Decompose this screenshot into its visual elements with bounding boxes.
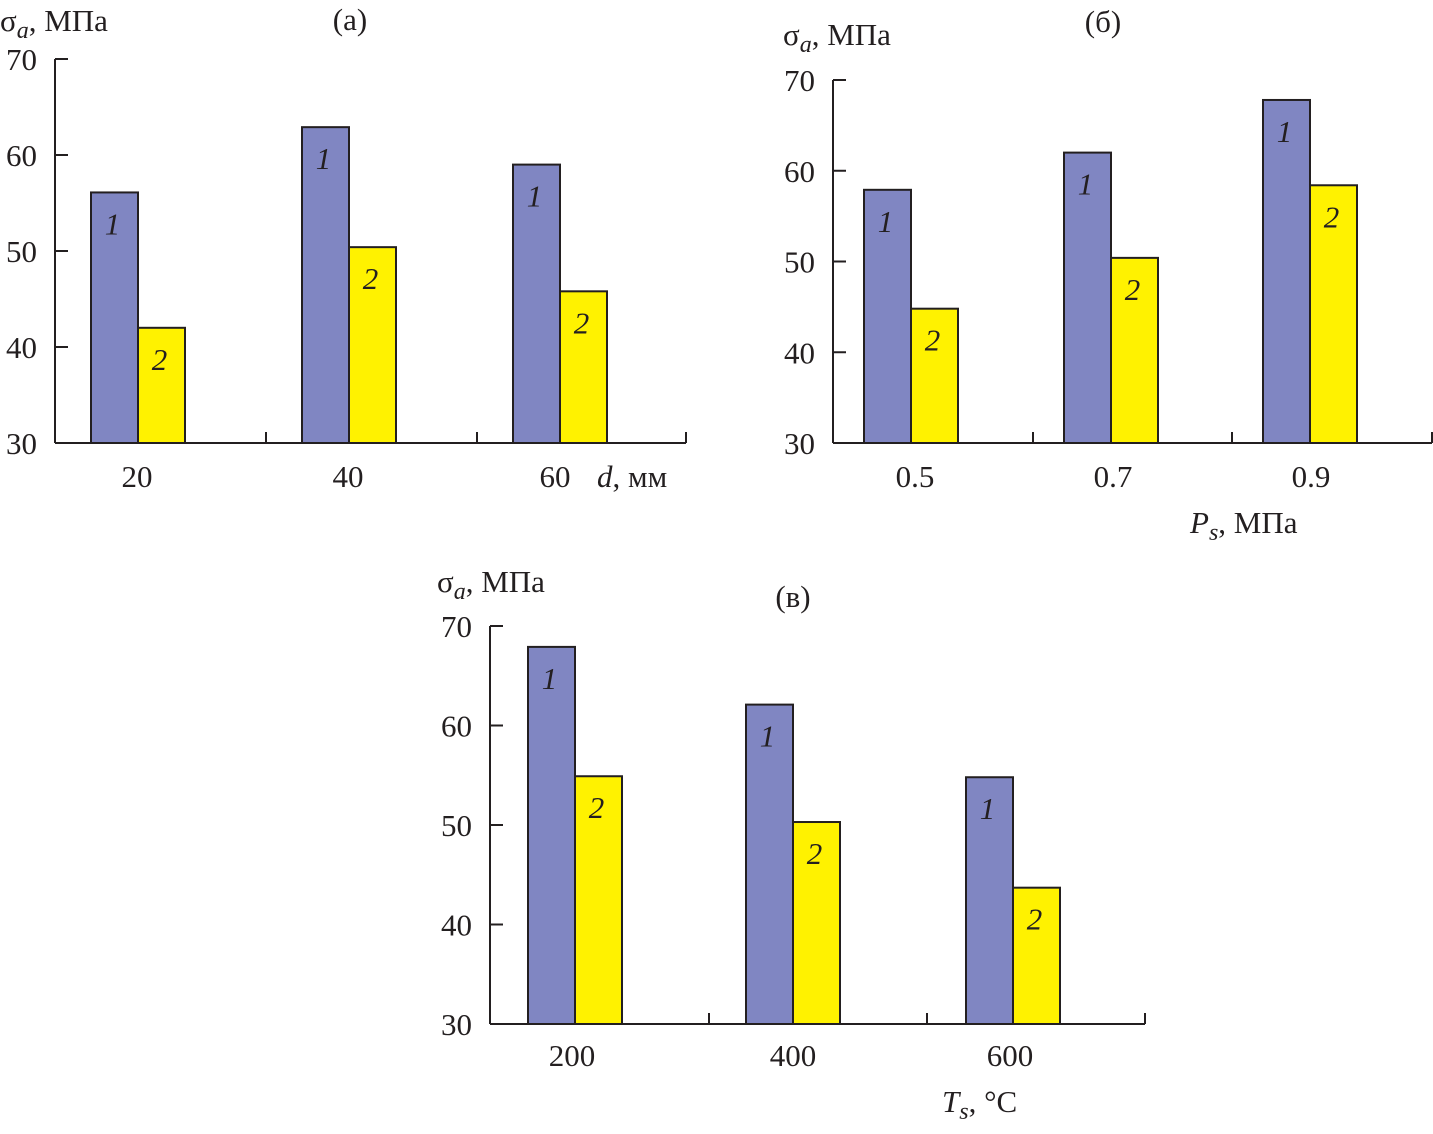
- bar-label: 2: [574, 305, 590, 340]
- x-tick-label: 400: [770, 1038, 817, 1073]
- bar-label: 2: [1324, 199, 1340, 234]
- bar-series2-200: [574, 775, 623, 1025]
- y-tick-label: 30: [784, 426, 815, 461]
- bar-label: 1: [1078, 167, 1094, 202]
- x-tick-label: 600: [987, 1038, 1034, 1073]
- y-tick-label: 50: [441, 808, 472, 843]
- bar-label: 2: [152, 342, 168, 377]
- y-label-main: σ: [0, 3, 17, 38]
- y-label-sub: a: [454, 579, 466, 605]
- y-tick-label: 60: [6, 138, 37, 173]
- y-tick-label: 40: [784, 335, 815, 370]
- bar-label: 1: [878, 204, 894, 239]
- bar-series2-60: [559, 290, 608, 444]
- x-tick-label: 0.9: [1292, 459, 1331, 494]
- x-label-unit: , °C: [969, 1084, 1018, 1119]
- y-axis-label: σa, МПа: [0, 3, 108, 44]
- bar-series2-20: [137, 326, 186, 444]
- y-label-main: σ: [437, 564, 454, 599]
- y-tick-label: 40: [6, 330, 37, 365]
- chart-panel-3: 1 1 1 2 2 2 30 40 50 60 70 200 400 600 (в) σa, МПа Ts, °…: [437, 564, 1146, 1125]
- x-tick-label: 40: [333, 459, 364, 494]
- x-tick-label: 200: [549, 1038, 596, 1073]
- bar-series1-200: [527, 645, 576, 1026]
- panel-label: (б): [1085, 4, 1121, 39]
- y-label-sub: a: [800, 32, 812, 58]
- bar-label: 2: [1027, 902, 1043, 937]
- bar-label: 1: [1277, 114, 1293, 149]
- x-tick-label: 0.7: [1094, 459, 1133, 494]
- y-tick-label: 60: [784, 154, 815, 189]
- y-tick-label: 70: [784, 63, 815, 98]
- bar-label: 2: [363, 261, 379, 296]
- bar-series2-400: [792, 821, 841, 1026]
- y-label-unit: , МПа: [29, 3, 108, 38]
- y-label-unit: , МПа: [466, 564, 545, 599]
- y-tick-label: 70: [441, 609, 472, 644]
- x-axis-label: Ts, °C: [942, 1084, 1017, 1125]
- bar-label: 1: [760, 719, 776, 754]
- bar-label: 2: [589, 790, 605, 825]
- y-tick-label: 30: [441, 1007, 472, 1042]
- y-label-main: σ: [783, 17, 800, 52]
- x-label-main: d: [597, 459, 613, 494]
- bar-series1-40: [301, 126, 350, 444]
- y-tick-label: 60: [441, 709, 472, 744]
- y-axis-label: σa, МПа: [783, 17, 891, 58]
- x-label-main: T: [942, 1084, 962, 1119]
- panel-label: (а): [333, 2, 367, 37]
- x-label-unit: , МПа: [1218, 505, 1297, 540]
- panel-label: (в): [775, 579, 810, 614]
- y-tick-label: 40: [441, 908, 472, 943]
- y-label-sub: a: [17, 18, 29, 44]
- bar-series1-0.5: [863, 188, 912, 444]
- bar-series2-0.5: [910, 307, 959, 444]
- x-label-sub: s: [959, 1099, 968, 1125]
- y-tick-label: 70: [6, 42, 37, 77]
- x-tick-label: 0.5: [896, 459, 935, 494]
- y-tick-label: 50: [6, 234, 37, 269]
- x-label-unit: , мм: [613, 459, 668, 494]
- y-tick-label: 50: [784, 245, 815, 280]
- y-label-unit: , МПа: [812, 17, 891, 52]
- x-axis-label: Ps, МПа: [1189, 505, 1298, 546]
- bar-label: 2: [1125, 272, 1141, 307]
- bar-label: 2: [807, 836, 823, 871]
- bar-series1-600: [965, 776, 1014, 1025]
- bar-label: 1: [980, 791, 996, 826]
- bar-label: 2: [925, 323, 941, 358]
- y-axis-label: σa, МПа: [437, 564, 545, 605]
- x-axis-label: d, мм: [597, 459, 667, 494]
- bar-label: 1: [527, 179, 543, 214]
- y-tick-label: 30: [6, 426, 37, 461]
- bar-label: 1: [105, 206, 121, 241]
- bar-series2-600: [1012, 886, 1061, 1025]
- chart-panel-1: 1 1 1 2 2 2 30 40 50 60 70 20 40 60 (а) σa, МПа d, мм: [0, 2, 687, 494]
- x-label-sub: s: [1209, 520, 1218, 546]
- x-tick-label: 20: [122, 459, 153, 494]
- x-tick-label: 60: [540, 459, 571, 494]
- bar-series1-0.9: [1262, 98, 1311, 444]
- bar-label: 1: [316, 141, 332, 176]
- bar-series1-20: [90, 191, 139, 444]
- x-label-main: P: [1189, 505, 1209, 540]
- bar-label: 1: [542, 661, 558, 696]
- bar-series2-0.7: [1110, 256, 1159, 444]
